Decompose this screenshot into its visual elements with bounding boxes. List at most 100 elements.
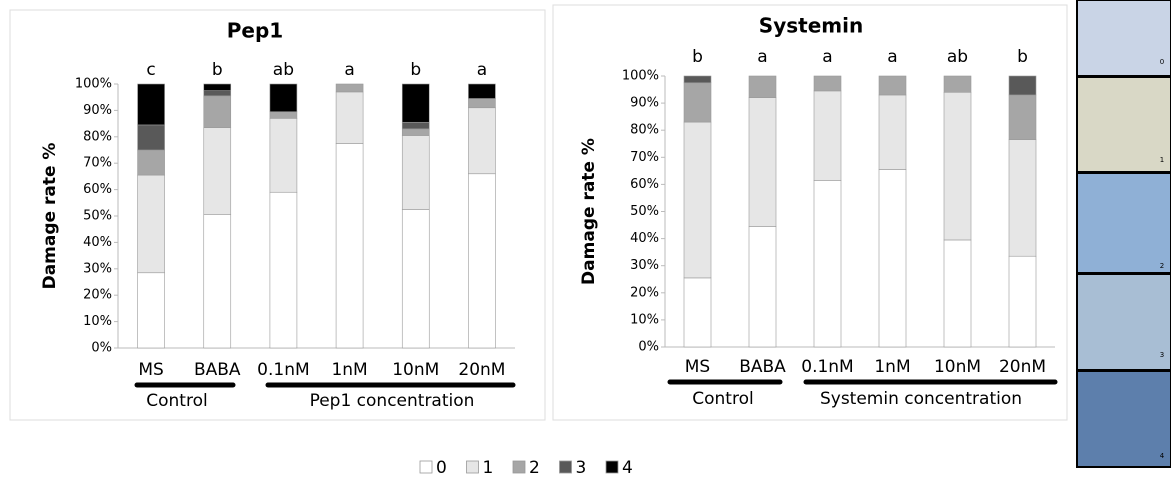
legend-swatch — [420, 461, 432, 473]
bar-segment — [684, 122, 711, 278]
group-label: Control — [692, 389, 753, 409]
legend-label: 4 — [622, 458, 633, 478]
bar-segment — [336, 92, 363, 143]
bar-segment — [402, 209, 429, 348]
bar-segment — [468, 108, 495, 174]
y-tick-label: 100% — [75, 77, 112, 92]
legend-swatch — [467, 461, 479, 473]
bar-segment — [749, 76, 776, 98]
bar-segment — [402, 122, 429, 129]
bar-segment — [270, 112, 297, 119]
leaf-image — [1077, 173, 1171, 273]
significance-letter: a — [477, 60, 487, 80]
significance-letter: b — [1017, 47, 1028, 67]
bar-segment — [1009, 95, 1036, 140]
significance-letter: a — [757, 47, 767, 67]
y-tick-label: 20% — [630, 285, 659, 300]
bar-segment — [749, 226, 776, 347]
bar-segment — [468, 99, 495, 108]
y-tick-label: 30% — [83, 261, 112, 276]
bar-segment — [270, 192, 297, 348]
legend-swatch — [560, 461, 572, 473]
y-tick-label: 0% — [91, 341, 112, 356]
bar-segment — [204, 215, 231, 348]
bar-segment — [468, 174, 495, 348]
bar-segment — [1009, 256, 1036, 347]
bar-segment — [138, 175, 165, 273]
leaf-panel-label: 4 — [1160, 452, 1165, 460]
group-label: Control — [146, 391, 207, 411]
legend-swatch — [513, 461, 525, 473]
bar-segment — [204, 84, 231, 91]
significance-letter: b — [410, 60, 421, 80]
legend-swatch — [606, 461, 618, 473]
bar-segment — [879, 76, 906, 95]
y-tick-label: 10% — [83, 314, 112, 329]
bar-segment — [749, 98, 776, 227]
significance-letter: b — [692, 47, 703, 67]
x-tick-label: BABA — [194, 360, 241, 380]
x-tick-label: BABA — [739, 357, 786, 377]
bar-segment — [138, 84, 165, 125]
y-axis-label: Damage rate % — [40, 143, 60, 290]
leaf-image — [1077, 371, 1171, 467]
bar-segment — [402, 129, 429, 136]
y-tick-label: 90% — [630, 96, 659, 111]
y-tick-label: 60% — [630, 177, 659, 192]
leaf-image — [1077, 77, 1171, 172]
y-tick-label: 70% — [630, 150, 659, 165]
bar-segment — [402, 135, 429, 209]
y-tick-label: 80% — [630, 123, 659, 138]
leaf-panel-label: 1 — [1160, 156, 1164, 164]
x-tick-label: 20nM — [999, 357, 1046, 377]
x-tick-label: 10nM — [934, 357, 981, 377]
significance-letter: ab — [947, 47, 968, 67]
bar-segment — [138, 150, 165, 175]
x-tick-label: 0.1nM — [257, 360, 309, 380]
y-tick-label: 30% — [630, 258, 659, 273]
significance-letter: ab — [273, 60, 294, 80]
significance-letter: a — [887, 47, 897, 67]
x-tick-label: 0.1nM — [801, 357, 853, 377]
bar-segment — [1009, 76, 1036, 95]
bar-segment — [814, 76, 841, 91]
bar-segment — [138, 125, 165, 150]
chart-title: Pep1 — [227, 19, 283, 43]
bar-segment — [814, 91, 841, 180]
y-tick-label: 10% — [630, 312, 659, 327]
bar-segment — [138, 273, 165, 348]
y-tick-label: 0% — [638, 340, 659, 355]
leaf-images — [1077, 0, 1171, 467]
y-tick-label: 20% — [83, 288, 112, 303]
bar-segment — [944, 92, 971, 240]
x-tick-label: MS — [685, 357, 710, 377]
bar-segment — [684, 83, 711, 122]
y-tick-label: 40% — [83, 235, 112, 250]
bar-segment — [204, 96, 231, 128]
significance-letter: a — [344, 60, 354, 80]
x-tick-label: 1nM — [874, 357, 910, 377]
significance-letter: a — [822, 47, 832, 67]
bar-segment — [402, 84, 429, 122]
bar-segment — [468, 84, 495, 99]
group-label: Pep1 concentration — [310, 391, 475, 411]
bar-segment — [684, 76, 711, 83]
leaf-image — [1077, 274, 1171, 370]
legend-label: 2 — [529, 458, 540, 478]
x-tick-label: 10nM — [392, 360, 439, 380]
y-tick-label: 50% — [630, 204, 659, 219]
legend-label: 3 — [576, 458, 587, 478]
x-tick-label: MS — [138, 360, 163, 380]
y-tick-label: 70% — [83, 156, 112, 171]
y-tick-label: 90% — [83, 103, 112, 118]
bar-segment — [204, 91, 231, 96]
bar-segment — [814, 180, 841, 347]
bar-segment — [944, 76, 971, 92]
x-tick-label: 20nM — [458, 360, 505, 380]
y-tick-label: 60% — [83, 182, 112, 197]
leaf-panel-label: 0 — [1160, 58, 1164, 66]
significance-letter: c — [146, 60, 155, 80]
y-axis-label: Damage rate % — [579, 138, 599, 285]
bar-segment — [336, 84, 363, 92]
bar-segment — [684, 278, 711, 347]
